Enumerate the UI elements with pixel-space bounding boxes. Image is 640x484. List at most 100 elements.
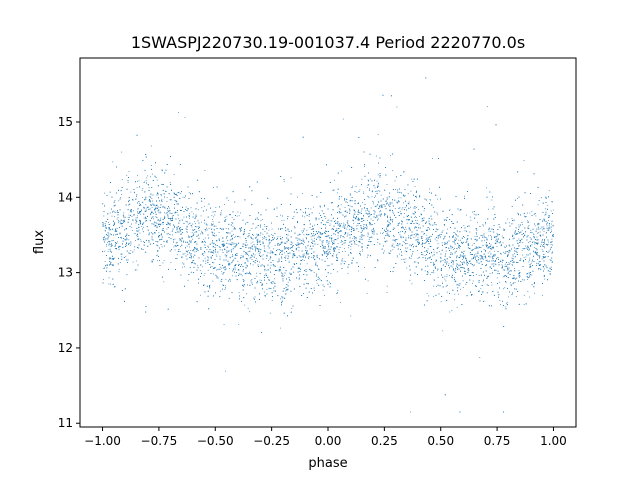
data-point (252, 283, 253, 285)
data-point (499, 242, 501, 244)
data-point (268, 243, 270, 245)
data-point (396, 106, 398, 108)
data-point (503, 246, 505, 248)
data-point (456, 306, 458, 308)
data-point (326, 236, 328, 238)
data-point (544, 214, 546, 216)
data-point (400, 197, 402, 199)
data-point (482, 224, 484, 226)
data-point (353, 242, 355, 244)
data-point (352, 185, 354, 187)
data-point (265, 274, 267, 276)
data-point (246, 293, 247, 295)
data-point (138, 229, 140, 231)
data-point (468, 262, 470, 264)
data-point (544, 247, 546, 249)
data-point (196, 226, 198, 228)
data-point (186, 210, 188, 211)
data-point (377, 174, 379, 176)
data-point (482, 281, 484, 283)
data-point (343, 236, 345, 238)
data-point (508, 250, 510, 252)
data-point (277, 236, 279, 238)
data-point (264, 225, 266, 227)
data-point (417, 233, 418, 235)
data-point (540, 197, 542, 199)
data-point (445, 286, 447, 287)
data-point (114, 222, 116, 223)
data-point (268, 229, 270, 231)
data-point (485, 251, 486, 252)
data-point (138, 213, 140, 215)
data-point (231, 261, 233, 263)
data-point (213, 216, 214, 218)
data-point (119, 220, 121, 222)
data-point (251, 258, 253, 260)
data-point (461, 251, 462, 253)
data-point (283, 252, 285, 254)
data-point (236, 243, 238, 245)
data-point (415, 233, 417, 234)
data-point (426, 293, 428, 294)
data-point (133, 191, 135, 193)
data-point (183, 216, 185, 218)
data-point (336, 293, 337, 295)
data-point (156, 179, 158, 181)
data-point (449, 275, 450, 276)
data-point (333, 253, 335, 255)
data-point (235, 235, 237, 237)
data-point (414, 186, 416, 187)
data-point (191, 260, 193, 262)
data-point (243, 281, 244, 282)
data-point (445, 280, 447, 282)
data-point (151, 187, 153, 188)
data-point (373, 228, 374, 230)
data-point (246, 253, 247, 254)
data-point (193, 213, 194, 215)
data-point (514, 233, 516, 235)
data-point (382, 233, 383, 234)
data-point (475, 274, 477, 275)
data-point (376, 155, 378, 157)
data-point (264, 291, 265, 293)
data-point (361, 210, 363, 212)
data-point (423, 210, 425, 212)
data-point (337, 243, 339, 244)
data-point (317, 237, 319, 238)
data-point (218, 232, 220, 233)
data-point (483, 225, 484, 227)
data-point (137, 208, 139, 210)
data-point (204, 252, 206, 254)
data-point (356, 244, 358, 245)
data-point (543, 226, 545, 228)
data-point (196, 231, 198, 233)
data-point (223, 243, 225, 245)
data-point (330, 253, 331, 254)
data-point (283, 181, 285, 183)
data-point (403, 242, 405, 243)
data-point (150, 201, 151, 203)
data-point (161, 246, 163, 248)
data-point (458, 239, 460, 241)
data-point (175, 258, 176, 259)
data-point (233, 246, 235, 248)
data-point (182, 262, 184, 264)
data-point (366, 293, 368, 295)
data-point (205, 242, 206, 243)
data-point (347, 247, 349, 249)
data-point (245, 273, 247, 275)
data-point (508, 262, 510, 264)
data-point (389, 210, 390, 211)
data-point (162, 170, 163, 172)
data-point (454, 248, 455, 249)
data-point (213, 187, 214, 188)
data-point (539, 264, 541, 265)
data-point (166, 228, 168, 230)
data-point (303, 243, 304, 245)
data-point (405, 237, 407, 239)
data-point (483, 239, 485, 241)
data-point (108, 248, 110, 250)
data-point (140, 239, 142, 241)
data-point (520, 260, 521, 261)
data-point (141, 189, 143, 191)
